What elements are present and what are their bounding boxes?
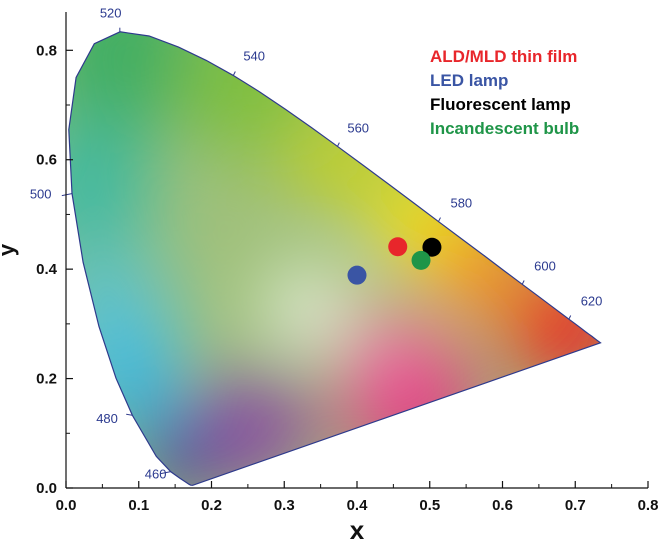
x-tick-label: 0.3: [274, 497, 295, 514]
wavelength-label: 500: [30, 187, 52, 202]
legend-entry: LED lamp: [430, 71, 508, 90]
wavelength-labels: 460 480 500 520 540 560 580 600 620: [30, 6, 603, 482]
y-tick-label: 0.0: [36, 480, 57, 497]
legend-entry: Fluorescent lamp: [430, 95, 571, 114]
y-tick-label: 0.2: [36, 371, 57, 388]
legend-entry: Incandescent bulb: [430, 119, 579, 138]
y-tick-label: 0.4: [36, 261, 58, 278]
axes: 0.0 0.1 0.2 0.3 0.4 0.5 0.6 0.7 0.8 0.0 0.2 0.4 0.6…: [36, 12, 658, 514]
legend-entry: ALD/MLD thin film: [430, 47, 577, 66]
y-axis-title: y: [0, 243, 19, 256]
y-tick-label: 0.8: [36, 42, 57, 59]
x-axis-title: x: [350, 515, 365, 542]
x-tick-label: 0.6: [492, 497, 513, 514]
wavelength-label: 520: [100, 6, 122, 21]
x-tick-label: 0.7: [565, 497, 586, 514]
y-tick-label: 0.6: [36, 152, 57, 169]
data-points: [347, 237, 442, 285]
data-point: [347, 265, 367, 285]
x-tick-label: 0.8: [638, 497, 658, 514]
wavelength-label: 560: [347, 121, 369, 136]
data-point: [411, 250, 431, 270]
y-axis-ticks: 0.0 0.2 0.4 0.6 0.8: [36, 42, 73, 497]
x-tick-label: 0.0: [56, 497, 77, 514]
spectral-locus-outline: [68, 31, 602, 486]
wavelength-label: 580: [450, 196, 472, 211]
wavelength-tick: [336, 142, 340, 147]
wavelength-label: 600: [534, 258, 556, 273]
wavelength-label: 460: [145, 467, 167, 482]
x-axis-ticks: 0.0 0.1 0.2 0.3 0.4 0.5 0.6 0.7 0.8: [56, 481, 658, 514]
wavelength-tick: [521, 280, 525, 285]
wavelength-label: 620: [581, 293, 603, 308]
legend: ALD/MLD thin film LED lamp Fluorescent lam…: [430, 47, 579, 138]
x-tick-label: 0.2: [201, 497, 222, 514]
wavelength-tick: [438, 217, 441, 222]
wavelength-label: 540: [243, 48, 265, 63]
data-point: [388, 237, 408, 257]
wavelength-tick: [232, 71, 236, 76]
x-tick-label: 0.5: [419, 497, 440, 514]
x-tick-label: 0.1: [128, 497, 149, 514]
wavelength-tick: [568, 315, 572, 320]
wavelength-label: 480: [96, 411, 118, 426]
data-point: [422, 237, 442, 257]
wavelength-tick: [126, 413, 133, 416]
x-tick-label: 0.4: [347, 497, 369, 514]
wavelength-tick: [61, 193, 72, 197]
wavelength-tick: [160, 471, 171, 475]
